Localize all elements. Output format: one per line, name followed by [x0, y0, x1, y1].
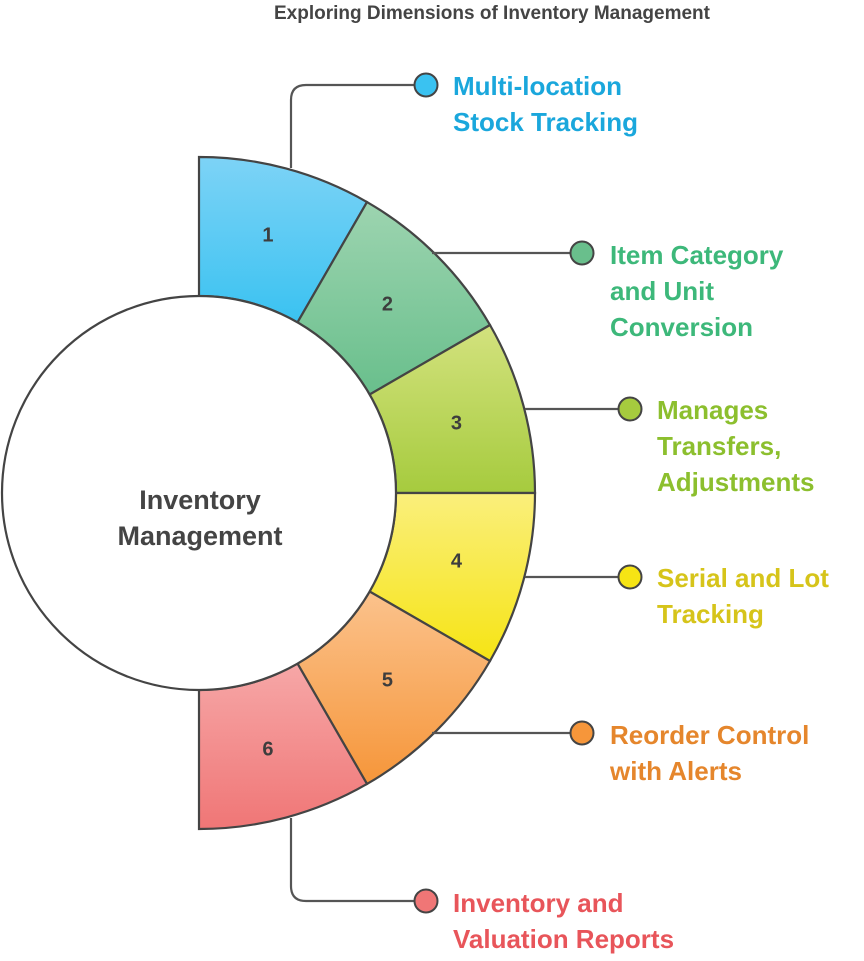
marker-dot-2: [569, 240, 595, 266]
label-line: Inventory and: [453, 888, 624, 918]
connector-line-1: [289, 83, 414, 168]
label-line: Multi-location: [453, 71, 622, 101]
label-line: Transfers,: [657, 431, 782, 461]
label-line: Manages: [657, 395, 769, 425]
marker-dot-4: [617, 564, 643, 590]
segment-number-5: 5: [381, 669, 393, 692]
label-line: Stock Tracking: [453, 107, 638, 137]
marker-dot-1: [413, 72, 439, 98]
center-label-line2: Management: [117, 521, 283, 551]
diagram-title: Exploring Dimensions of Inventory Manage…: [273, 3, 710, 24]
segment-number-6: 6: [262, 738, 274, 761]
label-line: Reorder Control: [610, 720, 810, 750]
label-line: Adjustments: [657, 467, 815, 497]
segment-number-4: 4: [450, 550, 462, 573]
segment-label-5: Reorder Control with Alerts: [610, 717, 809, 789]
segment-label-4: Serial and Lot Tracking: [657, 560, 829, 632]
label-line: with Alerts: [610, 756, 742, 786]
segment-number-1: 1: [262, 224, 274, 247]
label-line: Tracking: [657, 599, 764, 629]
center-label: Inventory Management: [40, 482, 360, 554]
segment-label-3: Manages Transfers, Adjustments: [657, 392, 814, 500]
segment-label-1: Multi-location Stock Tracking: [453, 68, 638, 140]
label-line: Item Category: [610, 240, 784, 270]
marker-dot-6: [413, 888, 439, 914]
center-label-line1: Inventory: [139, 485, 261, 515]
segment-number-3: 3: [450, 412, 462, 435]
label-line: Valuation Reports: [453, 924, 675, 954]
segment-label-2: Item Category and Unit Conversion: [610, 237, 783, 345]
segment-number-2: 2: [381, 293, 393, 316]
segment-label-6: Inventory and Valuation Reports: [453, 885, 674, 957]
center-circle: [0, 294, 398, 692]
marker-dot-5: [569, 720, 595, 746]
marker-dot-3: [617, 396, 643, 422]
connector-line-6: [289, 818, 414, 903]
label-line: and Unit: [610, 276, 714, 306]
label-line: Conversion: [610, 312, 754, 342]
label-line: Serial and Lot: [657, 563, 829, 593]
